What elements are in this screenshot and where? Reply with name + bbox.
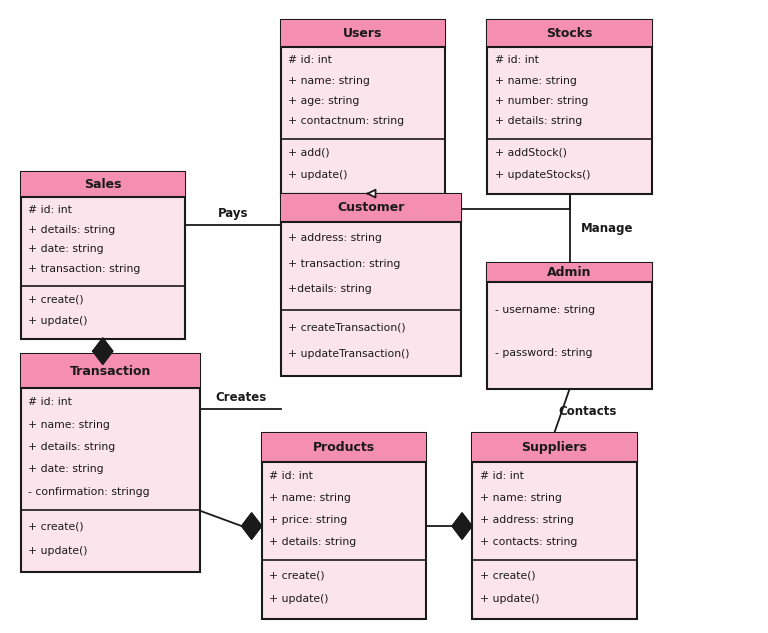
Text: + date: string: + date: string [28,464,104,474]
Bar [488,20,652,47]
Text: # id: int: # id: int [480,471,524,481]
Bar [21,354,200,572]
Text: + address: string: + address: string [288,234,382,243]
Bar [280,194,461,377]
Text: Products: Products [313,441,375,454]
Text: + contactnum: string: + contactnum: string [288,116,405,127]
Text: # id: int: # id: int [288,55,333,65]
Bar [488,263,652,389]
Text: + updateStocks(): + updateStocks() [495,170,591,180]
Text: + name: string: + name: string [288,76,370,85]
Text: - confirmation: stringg: - confirmation: stringg [28,487,150,496]
Bar [488,263,652,282]
Bar [262,433,426,462]
Text: + createTransaction(): + createTransaction() [288,322,406,332]
Bar [488,20,652,194]
Text: + addStock(): + addStock() [495,148,567,158]
Text: + name: string: + name: string [270,493,351,503]
Text: + create(): + create() [28,294,84,304]
Text: + name: string: + name: string [480,493,561,503]
Text: Customer: Customer [337,201,404,215]
Text: # id: int: # id: int [28,398,72,408]
Bar [472,433,637,619]
Text: + create(): + create() [480,570,535,580]
Text: + details: string: + details: string [270,537,356,546]
Text: + details: string: + details: string [495,116,582,127]
Bar [280,20,445,47]
Text: + name: string: + name: string [28,420,110,430]
Text: + date: string: + date: string [28,244,104,254]
Bar [21,172,185,339]
Text: Users: Users [343,27,382,41]
Text: + update(): + update() [480,594,539,604]
Polygon shape [242,513,262,539]
Bar [21,172,185,197]
Text: + create(): + create() [270,570,325,580]
Text: + update(): + update() [288,170,348,180]
Bar [262,433,426,619]
Polygon shape [93,338,113,364]
Text: - password: string: - password: string [495,348,592,358]
Text: + create(): + create() [28,522,84,532]
Text: + update(): + update() [270,594,329,604]
Text: - username: string: - username: string [495,305,595,315]
Text: + number: string: + number: string [495,96,588,106]
Text: # id: int: # id: int [495,55,539,65]
Text: Sales: Sales [84,178,121,191]
Text: + name: string: + name: string [495,76,577,85]
Polygon shape [452,513,472,539]
Text: Stocks: Stocks [546,27,593,41]
Text: + transaction: string: + transaction: string [28,264,141,274]
Text: # id: int: # id: int [270,471,313,481]
Text: + age: string: + age: string [288,96,359,106]
Text: Manage: Manage [581,222,634,235]
Text: Transaction: Transaction [70,365,151,378]
Text: + contacts: string: + contacts: string [480,537,577,546]
Text: + updateTransaction(): + updateTransaction() [288,349,410,359]
Text: +details: string: +details: string [288,284,372,294]
Text: + address: string: + address: string [480,515,574,525]
Text: + update(): + update() [28,316,88,325]
Text: + details: string: + details: string [28,442,115,452]
Text: + price: string: + price: string [270,515,347,525]
Text: Suppliers: Suppliers [521,441,588,454]
Text: + transaction: string: + transaction: string [288,258,401,268]
Bar [280,194,461,222]
Text: Admin: Admin [548,266,592,279]
Text: Contacts: Contacts [558,404,617,418]
Text: + update(): + update() [28,546,88,556]
Bar [472,433,637,462]
Text: + details: string: + details: string [28,225,115,235]
Text: Creates: Creates [215,391,266,404]
Bar [280,20,445,194]
Text: # id: int: # id: int [28,205,72,215]
Text: Pays: Pays [217,207,248,220]
Text: + add(): + add() [288,148,330,158]
Bar [21,354,200,388]
